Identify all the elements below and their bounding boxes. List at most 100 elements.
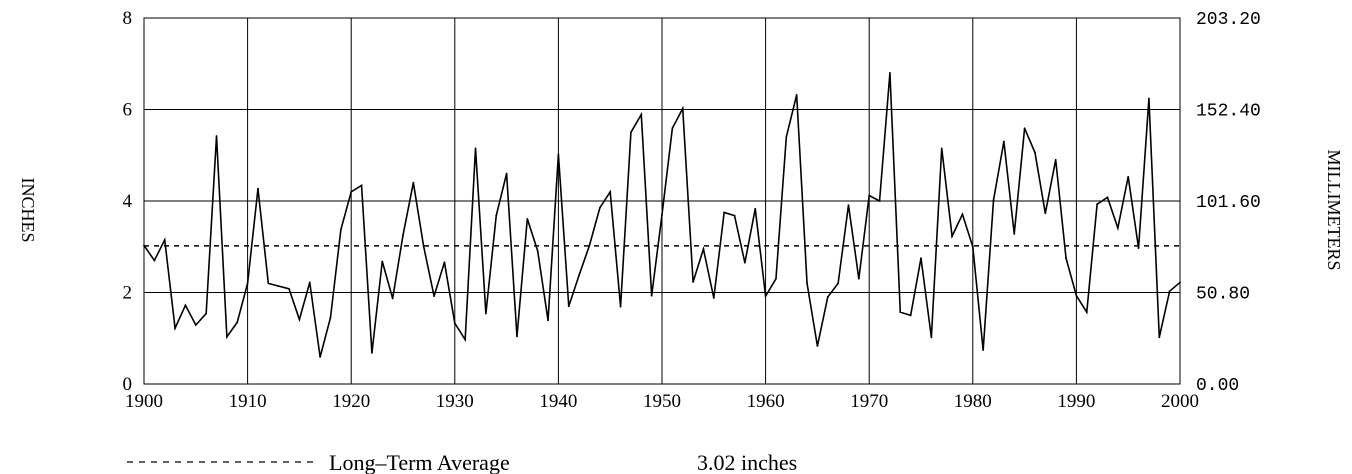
data-point <box>215 135 218 137</box>
data-point <box>1085 311 1088 314</box>
series-points <box>143 72 1181 358</box>
data-point <box>360 184 363 187</box>
data-point <box>329 316 332 319</box>
data-point <box>412 181 415 184</box>
x-axis-ticks: 1900 1910 1920 1930 1940 1950 1960 1970 1980 1990… <box>125 391 1199 412</box>
data-point <box>381 260 384 263</box>
data-point <box>516 335 518 338</box>
data-point <box>588 244 591 247</box>
data-point <box>526 217 529 220</box>
data-point <box>1127 175 1130 178</box>
data-point <box>712 297 715 299</box>
data-point <box>184 304 187 307</box>
x-tick-label: 1920 <box>332 391 370 412</box>
y-tick-label-right: 152.40 <box>1196 102 1261 122</box>
data-point <box>1013 233 1016 235</box>
y-tick-label-right: 101.60 <box>1196 193 1261 213</box>
data-point <box>557 153 560 156</box>
data-point <box>443 261 446 264</box>
y-tick-label-left: 6 <box>123 100 133 121</box>
data-point <box>464 338 467 341</box>
y-tick-label-left: 2 <box>123 283 133 304</box>
data-point <box>826 296 829 298</box>
data-point <box>1044 212 1047 215</box>
data-point <box>433 295 435 298</box>
data-point <box>277 285 280 287</box>
data-point <box>308 281 311 284</box>
data-point <box>598 206 601 209</box>
data-point <box>868 194 871 197</box>
data-point <box>1158 336 1161 339</box>
data-point <box>795 93 798 96</box>
data-point <box>1106 196 1109 199</box>
x-tick-label: 1980 <box>954 391 992 412</box>
data-point <box>681 107 684 110</box>
data-point <box>1065 257 1067 260</box>
x-tick-label: 1900 <box>125 391 163 412</box>
data-point <box>567 305 570 308</box>
data-point <box>505 172 508 175</box>
data-point <box>1116 227 1119 229</box>
data-point <box>422 245 425 248</box>
y-axis-ticks-left: 0 2 4 6 8 <box>123 8 133 395</box>
data-point <box>837 282 840 285</box>
data-point <box>484 312 487 315</box>
data-point <box>225 335 228 338</box>
data-point <box>1137 247 1140 250</box>
x-tick-label: 2000 <box>1161 391 1199 412</box>
data-point <box>878 200 881 202</box>
y-tick-label-right: 0.00 <box>1196 376 1239 396</box>
data-point <box>785 136 788 138</box>
y-axis-label-left: INCHES <box>18 177 38 242</box>
data-point <box>578 274 581 277</box>
data-point <box>536 249 539 252</box>
data-point <box>920 257 922 260</box>
y-axis-label-right: MILLIMETERS <box>1324 150 1344 271</box>
data-point <box>236 321 239 324</box>
data-point <box>619 305 622 308</box>
data-point <box>339 228 342 231</box>
data-point <box>163 238 166 241</box>
x-tick-label: 1990 <box>1057 391 1095 412</box>
data-point <box>391 297 394 300</box>
data-point <box>1179 281 1181 284</box>
data-point <box>1168 290 1171 293</box>
data-point <box>1096 203 1099 206</box>
data-point <box>453 322 456 325</box>
data-point <box>847 204 850 207</box>
data-point <box>153 259 156 262</box>
x-tick-label: 1960 <box>747 391 785 412</box>
data-point <box>733 214 736 217</box>
y-axis-ticks-right: 0.00 50.80 101.60 152.40 203.20 <box>1196 10 1261 396</box>
data-point <box>961 213 964 216</box>
data-point <box>857 277 860 280</box>
x-tick-label: 1950 <box>643 391 681 412</box>
grid-lines <box>143 17 1181 385</box>
y-tick-label-right: 203.20 <box>1196 10 1261 30</box>
data-point <box>650 294 653 297</box>
data-point <box>1148 97 1150 100</box>
x-tick-label: 1910 <box>229 391 267 412</box>
data-point <box>371 351 373 354</box>
data-point <box>547 319 549 322</box>
data-point <box>495 214 498 217</box>
data-point <box>1054 158 1057 161</box>
data-point <box>661 213 663 216</box>
data-point <box>971 245 974 248</box>
data-point <box>754 207 757 210</box>
data-point <box>764 295 767 298</box>
data-point <box>692 281 694 283</box>
data-point <box>671 127 674 130</box>
data-point <box>402 234 404 237</box>
data-point <box>889 72 891 74</box>
x-tick-label: 1970 <box>850 391 888 412</box>
data-point <box>909 314 912 317</box>
y-tick-label-left: 4 <box>123 191 133 212</box>
data-point <box>630 131 632 134</box>
data-point <box>702 248 705 250</box>
data-point <box>775 277 777 280</box>
data-point <box>816 345 819 347</box>
data-point <box>609 190 612 193</box>
data-point <box>319 356 322 358</box>
